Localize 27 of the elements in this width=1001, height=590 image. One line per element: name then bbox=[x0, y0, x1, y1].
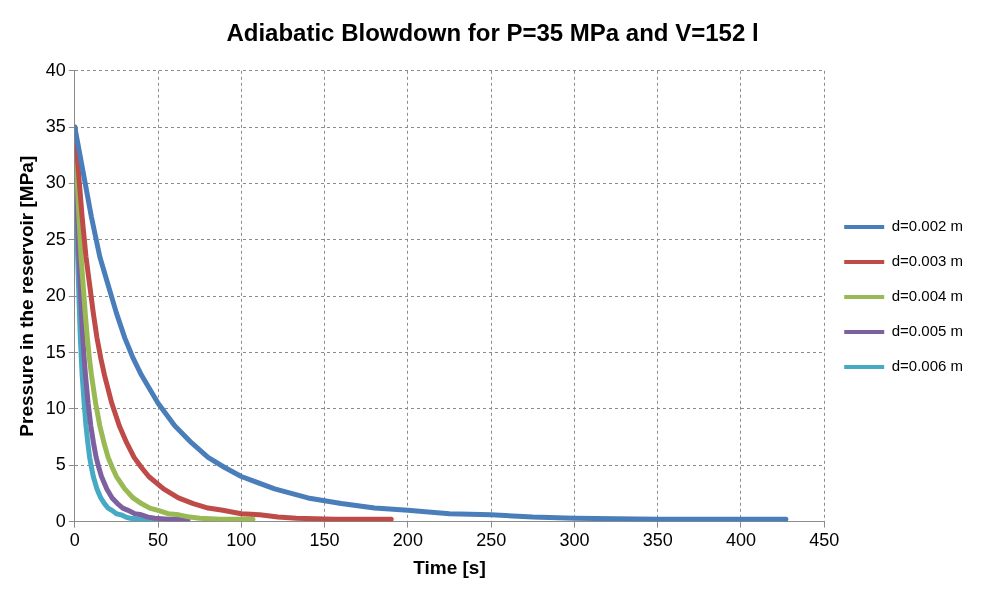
y-tick-label: 5 bbox=[55, 454, 66, 475]
x-tick-label: 350 bbox=[642, 530, 673, 551]
chart-title: Adiabatic Blowdown for P=35 MPa and V=152 l bbox=[226, 19, 759, 47]
x-tick-label: 50 bbox=[148, 530, 169, 551]
y-axis-title: Pressure in the reservoir [MPa] bbox=[15, 155, 37, 437]
legend-label: d=0.006 m bbox=[891, 357, 964, 375]
x-tick-label: 150 bbox=[309, 530, 340, 551]
x-tick-label: 400 bbox=[725, 530, 756, 551]
x-tick-label: 0 bbox=[69, 530, 80, 551]
legend-label: d=0.003 m bbox=[891, 252, 964, 270]
legend-label: d=0.005 m bbox=[891, 322, 964, 340]
y-tick-label: 20 bbox=[45, 285, 66, 306]
legend-label: d=0.004 m bbox=[891, 287, 964, 305]
y-tick-label: 40 bbox=[45, 59, 66, 80]
y-tick-label: 0 bbox=[55, 510, 66, 531]
x-tick-label: 100 bbox=[226, 530, 257, 551]
y-tick-label: 25 bbox=[45, 228, 66, 249]
y-tick-label: 10 bbox=[45, 397, 66, 418]
x-tick-label: 450 bbox=[809, 530, 840, 551]
y-tick-label: 30 bbox=[45, 172, 66, 193]
x-tick-label: 300 bbox=[559, 530, 590, 551]
x-tick-label: 250 bbox=[476, 530, 507, 551]
x-tick-label: 200 bbox=[392, 530, 423, 551]
legend-label: d=0.002 m bbox=[891, 217, 964, 235]
y-tick-label: 15 bbox=[45, 341, 66, 362]
y-tick-label: 35 bbox=[45, 116, 66, 137]
x-axis-title: Time [s] bbox=[413, 556, 486, 578]
